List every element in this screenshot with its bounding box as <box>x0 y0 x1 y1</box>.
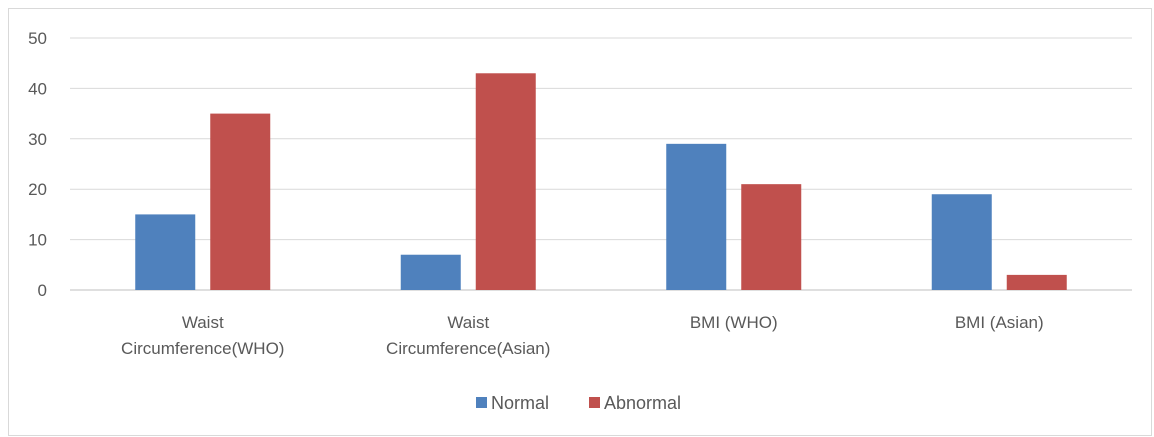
y-tick-label: 50 <box>28 29 47 48</box>
legend-label-abnormal: Abnormal <box>604 393 681 413</box>
x-tick-label: Waist <box>182 313 224 332</box>
x-tick-label: Waist <box>447 313 489 332</box>
y-tick-label: 10 <box>28 231 47 250</box>
x-tick-label: Circumference(WHO) <box>121 339 284 358</box>
bar-normal <box>931 194 992 290</box>
bar-abnormal <box>210 113 271 290</box>
bar-normal <box>400 254 461 290</box>
legend: Normal Abnormal <box>476 393 681 413</box>
y-tick-label: 0 <box>38 281 47 300</box>
y-tick-label: 30 <box>28 130 47 149</box>
legend-label-normal: Normal <box>491 393 549 413</box>
legend-swatch-normal <box>476 397 487 408</box>
y-tick-label: 40 <box>28 79 47 98</box>
y-axis-ticks: 0 10 20 30 40 50 <box>28 29 47 300</box>
bars <box>135 73 1067 290</box>
x-tick-label: BMI (WHO) <box>690 313 778 332</box>
bar-abnormal <box>475 73 536 290</box>
y-tick-label: 20 <box>28 180 47 199</box>
x-tick-label: BMI (Asian) <box>955 313 1044 332</box>
legend-swatch-abnormal <box>589 397 600 408</box>
x-tick-label: Circumference(Asian) <box>386 339 550 358</box>
bar-normal <box>135 214 196 290</box>
bar-abnormal <box>741 184 802 290</box>
bar-normal <box>666 143 727 290</box>
bar-abnormal <box>1006 274 1067 290</box>
x-axis-labels: Waist Circumference(WHO) Waist Circumferenc… <box>121 313 1044 358</box>
